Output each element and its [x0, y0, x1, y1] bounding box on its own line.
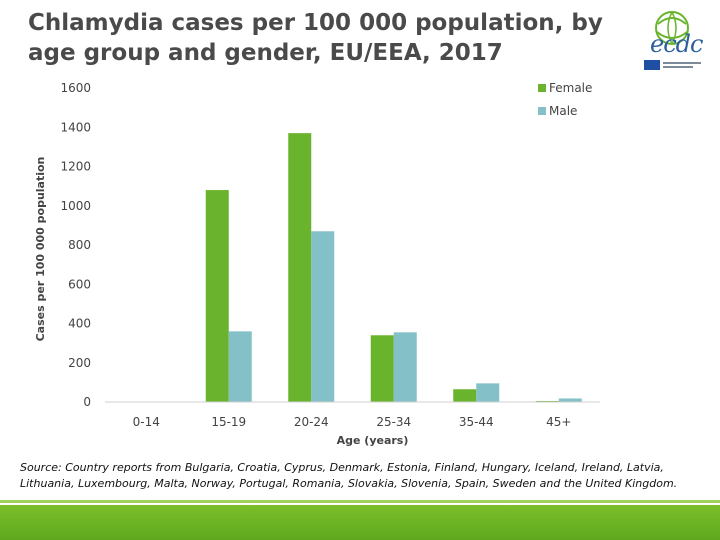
y-tick-label: 600	[68, 277, 91, 291]
bar-female-20-24	[288, 133, 312, 402]
x-tick-label: 0-14	[133, 415, 160, 429]
legend-label-male: Male	[549, 104, 577, 118]
x-tick-label: 45+	[546, 415, 571, 429]
x-tick-label: 25-34	[376, 415, 411, 429]
x-tick-label: 35-44	[459, 415, 494, 429]
footer-bar	[0, 505, 720, 540]
bar-male-45+	[558, 398, 582, 402]
legend-swatch-male	[538, 107, 546, 115]
ecdc-logo-text: ecdc	[650, 30, 703, 58]
y-tick-label: 1600	[60, 81, 91, 95]
slide-title: Chlamydia cases per 100 000 population, …	[28, 10, 603, 66]
bar-male-25-34	[393, 332, 417, 402]
bar-chart: 0 200 400 600 800 1000 1200 1400 1600 0-14 15-19 2…	[34, 81, 600, 447]
y-axis-title: Cases per 100 000 population	[34, 157, 47, 342]
footer-line	[0, 500, 720, 503]
bar-female-35-44	[453, 389, 477, 402]
bar-male-35-44	[476, 383, 500, 402]
x-axis-title: Age (years)	[337, 434, 409, 447]
x-axis-ticks: 0-14 15-19 20-24 25-34 35-44 45+	[133, 415, 572, 429]
bar-male-15-19	[228, 331, 252, 402]
x-tick-label: 15-19	[211, 415, 246, 429]
y-tick-label: 1000	[60, 199, 91, 213]
y-tick-label: 0	[83, 395, 91, 409]
y-tick-label: 1400	[60, 120, 91, 134]
bar-female-25-34	[370, 335, 394, 402]
legend: Female Male	[538, 81, 592, 118]
x-tick-label: 20-24	[294, 415, 329, 429]
bars	[205, 133, 582, 402]
y-tick-label: 200	[68, 356, 91, 370]
y-tick-label: 400	[68, 317, 91, 331]
ecdc-logo-icon	[644, 11, 701, 70]
legend-label-female: Female	[549, 81, 592, 95]
source-note: Source: Country reports from Bulgaria, C…	[20, 461, 678, 490]
y-tick-label: 1200	[60, 160, 91, 174]
y-axis-ticks: 0 200 400 600 800 1000 1200 1400 1600	[60, 81, 91, 409]
y-tick-label: 800	[68, 238, 91, 252]
bar-male-20-24	[311, 231, 335, 402]
legend-swatch-female	[538, 84, 546, 92]
bar-female-15-19	[205, 190, 229, 402]
